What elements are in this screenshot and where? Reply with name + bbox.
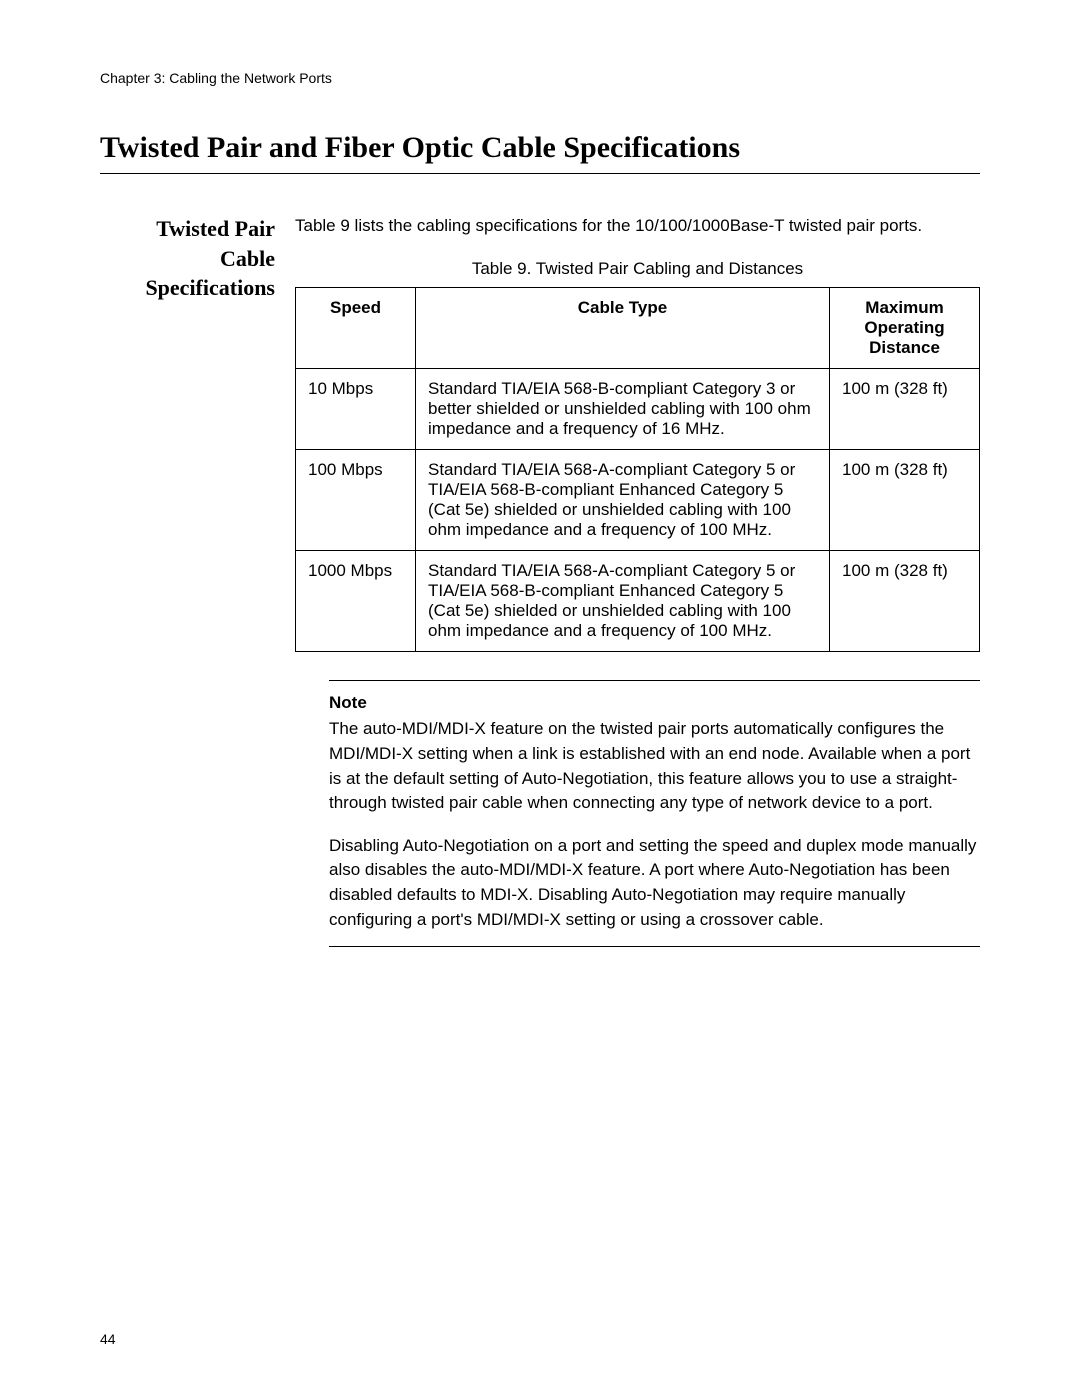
- col-header-speed: Speed: [296, 287, 416, 368]
- cell-speed: 10 Mbps: [296, 368, 416, 449]
- cell-speed: 1000 Mbps: [296, 550, 416, 651]
- chapter-header: Chapter 3: Cabling the Network Ports: [100, 70, 980, 86]
- side-heading: Twisted Pair Cable Specifications: [100, 214, 275, 947]
- cell-speed: 100 Mbps: [296, 449, 416, 550]
- table-row: 10 Mbps Standard TIA/EIA 568-B-compliant…: [296, 368, 980, 449]
- page-title: Twisted Pair and Fiber Optic Cable Speci…: [100, 131, 980, 174]
- note-paragraph: Disabling Auto-Negotiation on a port and…: [329, 834, 980, 933]
- spec-table: Speed Cable Type Maximum Operating Dista…: [295, 287, 980, 652]
- note-label: Note: [329, 691, 980, 716]
- intro-paragraph: Table 9 lists the cabling specifications…: [295, 214, 980, 239]
- col-header-distance: Maximum Operating Distance: [830, 287, 980, 368]
- content-row: Twisted Pair Cable Specifications Table …: [100, 214, 980, 947]
- table-row: 1000 Mbps Standard TIA/EIA 568-A-complia…: [296, 550, 980, 651]
- document-page: Chapter 3: Cabling the Network Ports Twi…: [0, 0, 1080, 1397]
- cell-distance: 100 m (328 ft): [830, 550, 980, 651]
- cell-cable-type: Standard TIA/EIA 568-A-compliant Categor…: [416, 449, 830, 550]
- table-row: 100 Mbps Standard TIA/EIA 568-A-complian…: [296, 449, 980, 550]
- main-column: Table 9 lists the cabling specifications…: [295, 214, 980, 947]
- cell-distance: 100 m (328 ft): [830, 449, 980, 550]
- table-header-row: Speed Cable Type Maximum Operating Dista…: [296, 287, 980, 368]
- cell-distance: 100 m (328 ft): [830, 368, 980, 449]
- cell-cable-type: Standard TIA/EIA 568-A-compliant Categor…: [416, 550, 830, 651]
- note-paragraph: The auto-MDI/MDI-X feature on the twiste…: [329, 717, 980, 816]
- table-caption: Table 9. Twisted Pair Cabling and Distan…: [295, 259, 980, 279]
- note-block: Note The auto-MDI/MDI-X feature on the t…: [329, 680, 980, 948]
- cell-cable-type: Standard TIA/EIA 568-B-compliant Categor…: [416, 368, 830, 449]
- col-header-cable-type: Cable Type: [416, 287, 830, 368]
- page-number: 44: [100, 1331, 116, 1347]
